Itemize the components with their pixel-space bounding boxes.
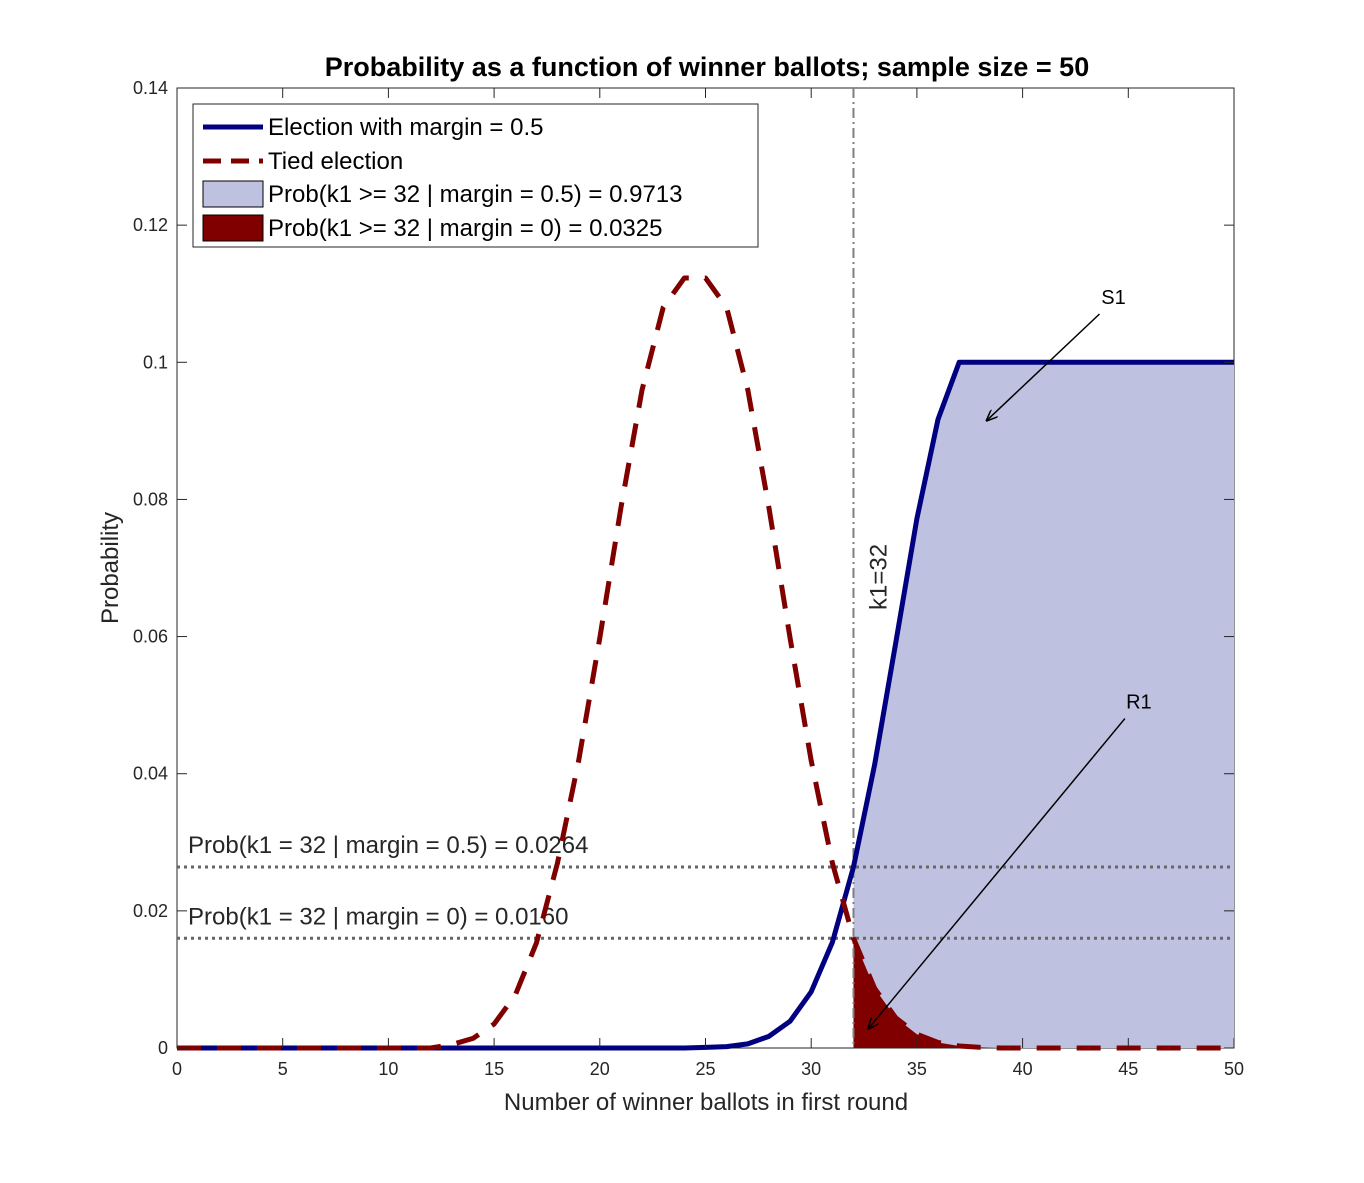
x-tick-label: 40 (1013, 1059, 1033, 1079)
cutoff-label: k1=32 (865, 544, 892, 610)
y-tick-label: 0 (158, 1038, 168, 1058)
y-tick-label: 0.1 (143, 352, 168, 372)
legend: Election with margin = 0.5 Tied election P… (192, 103, 759, 248)
legend-swatch-3 (202, 180, 264, 208)
legend-swatch-4 (202, 214, 264, 242)
x-tick-label: 25 (695, 1059, 715, 1079)
x-tick-label: 0 (172, 1059, 182, 1079)
x-tick-label: 20 (590, 1059, 610, 1079)
y-axis-label: Probability (97, 512, 124, 624)
legend-label-2: Tied election (268, 148, 403, 175)
x-tick-label: 15 (484, 1059, 504, 1079)
x-axis-label: Number of winner ballots in first round (504, 1089, 908, 1116)
reference-label-2: Prob(k1 = 32 | margin = 0) = 0.0160 (188, 903, 568, 930)
legend-label-4: Prob(k1 >= 32 | margin = 0) = 0.0325 (268, 215, 662, 242)
series-line-2 (177, 275, 1234, 1051)
x-tick-label: 5 (278, 1059, 288, 1079)
legend-box (192, 103, 759, 248)
legend-label-1: Election with margin = 0.5 (268, 114, 543, 141)
chart-title: Probability as a function of winner ball… (325, 52, 1089, 82)
annotation-label-1: S1 (1101, 287, 1125, 309)
y-tick-label: 0.04 (133, 764, 168, 784)
fill-area-1 (853, 362, 1234, 1048)
reference-label-1: Prob(k1 = 32 | margin = 0.5) = 0.0264 (188, 832, 588, 859)
x-tick-label: 50 (1224, 1059, 1244, 1079)
y-tick-label: 0.14 (133, 78, 168, 98)
y-tick-label: 0.06 (133, 627, 168, 647)
x-tick-label: 45 (1118, 1059, 1138, 1079)
annotation-label-2: R1 (1126, 692, 1152, 714)
x-tick-label: 10 (378, 1059, 398, 1079)
y-tick-label: 0.08 (133, 489, 168, 509)
y-tick-label: 0.02 (133, 901, 168, 921)
x-tick-label: 30 (801, 1059, 821, 1079)
plot-area: Prob(k1 = 32 | margin = 0.5) = 0.0264 Pro… (133, 78, 1244, 1079)
annotation-arrow-2 (868, 718, 1126, 1029)
y-tick-label: 0.12 (133, 215, 168, 235)
annotation-arrow-1 (987, 313, 1101, 421)
fill-area-2 (853, 938, 1234, 1048)
legend-label-3: Prob(k1 >= 32 | margin = 0.5) = 0.9713 (268, 181, 683, 208)
x-tick-label: 35 (907, 1059, 927, 1079)
